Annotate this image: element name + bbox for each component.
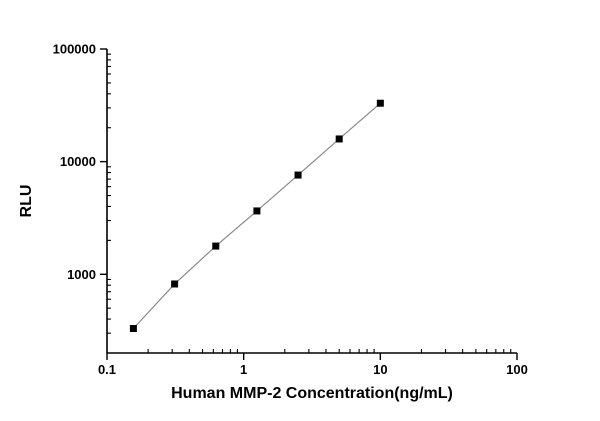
- data-point-marker: [335, 135, 343, 143]
- x-tick-label: 0.1: [98, 362, 116, 377]
- x-axis-title: Human MMP-2 Concentration(ng/mL): [171, 385, 453, 402]
- y-tick-label: 1000: [67, 267, 96, 282]
- y-tick-label: 10000: [60, 154, 96, 169]
- data-point-marker: [212, 242, 220, 250]
- data-point-marker: [253, 207, 261, 215]
- chart-generated-layer: 0.1 1 10 100 1000 10000 100000: [53, 42, 528, 378]
- data-point-marker: [171, 280, 179, 288]
- x-tick-label: 100: [506, 362, 528, 377]
- x-tick-label: 1: [240, 362, 247, 377]
- data-point-marker: [129, 325, 137, 333]
- data-point-marker: [294, 171, 302, 179]
- y-axis-title: RLU: [18, 185, 35, 218]
- data-point-marker: [376, 99, 384, 107]
- y-tick-label: 100000: [53, 42, 96, 57]
- x-tick-label: 10: [373, 362, 387, 377]
- series-line: [132, 102, 381, 329]
